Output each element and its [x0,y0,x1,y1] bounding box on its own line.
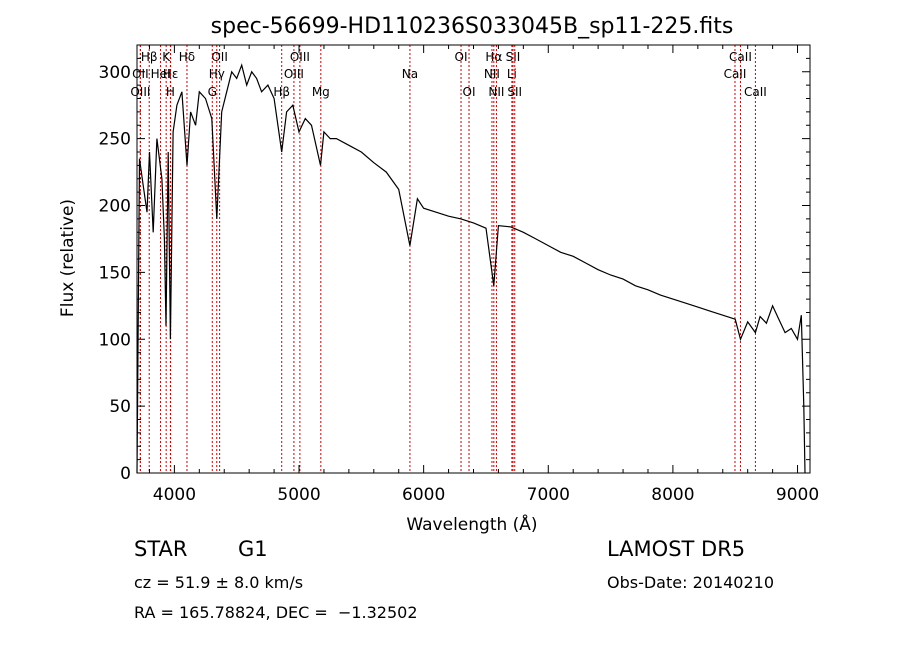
survey-name: LAMOST DR5 [607,537,746,561]
x-tick-label-4: 8000 [651,485,694,505]
x-tick-label-3: 7000 [527,485,570,505]
marker-label-12: Hγ [209,67,225,81]
marker-label-21: Hβ [273,85,290,99]
marker-label-19: H [166,85,175,99]
x-axis-label: Wavelength (Å) [406,513,537,535]
marker-label-25: SII [507,85,522,99]
marker-label-20: G [208,85,217,99]
marker-label-10: HeI [151,67,171,81]
marker-label-24: NII [488,85,504,99]
spectral-subclass: G1 [238,537,268,561]
marker-label-8: CaII [729,50,752,64]
x-tick-label-0: 4000 [153,485,196,505]
redshift-line: cz = 51.9 ± 8.0 km/s [134,573,304,592]
y-tick-label-6: 300 [99,63,131,83]
marker-label-18: OIII [130,85,150,99]
x-tick-label-2: 6000 [402,485,445,505]
marker-label-1: K [162,50,171,64]
y-axis-label: Flux (relative) [58,199,78,317]
marker-label-2: Hδ [179,50,195,64]
marker-label-26: CaII [744,85,767,99]
plot-frame [136,44,811,474]
marker-label-5: OI [455,50,468,64]
y-tick-label-3: 150 [99,263,131,283]
y-tick-label-0: 0 [120,464,131,484]
y-tick-label-5: 250 [99,130,131,150]
marker-label-23: OI [463,85,476,99]
coordinates-line: RA = 165.78824, DEC = −1.32502 [134,603,418,622]
marker-label-3: OII [211,50,228,64]
x-tick-label-5: 9000 [776,485,819,505]
object-class: STAR [134,537,188,561]
marker-label-0: Hβ [141,50,158,64]
marker-label-16: Li [507,67,517,81]
spectrum-line [136,63,806,474]
marker-label-4: OIII [290,50,310,64]
obs-date-line: Obs-Date: 20140210 [607,573,775,592]
y-tick-label-2: 100 [99,330,131,350]
y-tick-label-4: 200 [99,197,131,217]
chart-title: spec-56699-HD110236S033045B_sp11-225.fit… [211,14,734,39]
x-tick-label-1: 5000 [277,485,320,505]
marker-label-13: OIII [284,67,304,81]
axes: 4000 5000 6000 7000 8000 9000 0 50 100 150 200 250 3… [99,45,819,505]
marker-label-15: NII [484,67,500,81]
marker-label-17: CaII [724,67,747,81]
marker-label-22: Mg [312,85,330,99]
marker-label-7: SII [506,50,521,64]
y-tick-label-1: 50 [109,397,131,417]
marker-label-6: Hα [485,50,502,64]
marker-label-14: Na [402,67,418,81]
